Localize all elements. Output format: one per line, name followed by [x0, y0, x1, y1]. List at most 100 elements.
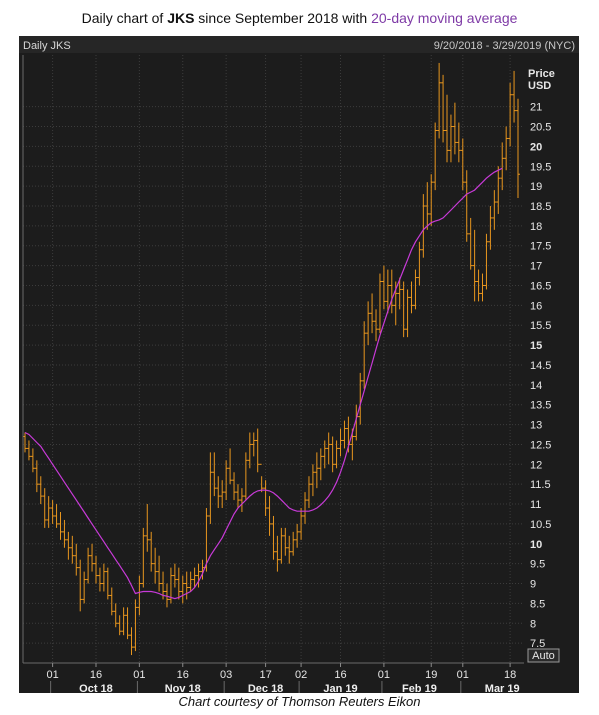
ohlc-bar [283, 527, 288, 556]
y-tick-label: 15.5 [530, 320, 551, 332]
x-month-label: Nov 18 [165, 683, 201, 693]
ohlc-bar [460, 138, 465, 191]
ohlc-bar [476, 269, 481, 302]
ohlc-bar [299, 508, 304, 540]
chart-panel: Daily JKS 9/20/2018 - 3/29/2019 (NYC) Pr… [19, 36, 579, 695]
x-day-label: 01 [378, 669, 390, 681]
ohlc-bar [366, 301, 371, 346]
ohlc-bar [86, 547, 91, 584]
ohlc-bar [429, 174, 434, 226]
ohlc-bar [425, 182, 430, 230]
ohlc-bar [109, 587, 114, 616]
ohlc-bar [105, 567, 110, 600]
x-axis: 01 16 01 16 03 17 02 16 01 19 01 18 Oct 18 Nov 18 Dec … [22, 55, 524, 695]
ohlc-bar [180, 575, 185, 604]
ohlc-bar [322, 440, 327, 469]
ohlc-bar [188, 571, 193, 592]
ohlc-bar [176, 567, 181, 600]
y-tick-label: 21 [530, 102, 542, 114]
y-tick-label: 14.5 [530, 360, 551, 372]
y-tick-label: 11.5 [530, 479, 551, 491]
ohlc-bar [153, 547, 158, 584]
ohlc-bar [464, 170, 469, 242]
ohlc-bar [504, 126, 509, 171]
moving-average-line [24, 167, 503, 600]
caption-ma-text: 20-day moving average [371, 10, 518, 26]
y-tick-label: 15 [530, 340, 542, 352]
ohlc-bar [512, 70, 517, 123]
ohlc-bar [93, 555, 98, 584]
y-tick-label: 12.5 [530, 439, 551, 451]
y-tick-label: 8 [530, 618, 536, 630]
ohlc-bar [405, 289, 410, 338]
caption-prefix: Daily chart of [81, 10, 168, 26]
y-tick-label: 14 [530, 380, 542, 392]
ohlc-bar [74, 543, 79, 576]
x-day-label: 01 [133, 669, 145, 681]
ohlc-bar [377, 273, 382, 334]
ohlc-bar [121, 607, 126, 636]
currency-label: USD [528, 80, 551, 92]
ohlc-bar [97, 567, 102, 592]
caption-middle: since September 2018 with [194, 10, 372, 26]
y-tick-label: 20 [530, 141, 542, 153]
ohlc-bar [220, 480, 225, 509]
x-day-label: 16 [177, 669, 189, 681]
ohlc-bar [133, 599, 138, 652]
ohlc-bar [247, 432, 252, 469]
ohlc-bar [362, 321, 367, 389]
ohlc-bar [157, 555, 162, 592]
ohlc-bar [149, 531, 154, 572]
x-day-label: 18 [504, 669, 516, 681]
caption-ticker: JKS [167, 10, 195, 26]
x-day-label: 16 [90, 669, 102, 681]
x-day-label: 19 [425, 669, 437, 681]
ohlc-bar [117, 615, 122, 636]
y-tick-label: 11 [530, 499, 541, 511]
ohlc-bar [409, 281, 414, 314]
ohlc-bar [208, 452, 213, 524]
x-month-label: Dec 18 [248, 683, 283, 693]
ohlc-bar [374, 309, 379, 342]
ohlc-bar [184, 571, 189, 600]
chart-header-bar [19, 36, 579, 53]
ohlc-bar [82, 571, 87, 604]
ohlc-bar [413, 269, 418, 310]
x-day-label: 03 [220, 669, 232, 681]
x-day-label: 16 [334, 669, 346, 681]
ohlc-bar [54, 504, 59, 528]
ohlc-bar [30, 448, 35, 473]
price-chart: Daily JKS 9/20/2018 - 3/29/2019 (NYC) Pr… [19, 36, 579, 695]
ohlc-bar [125, 607, 130, 640]
ohlc-bar [381, 265, 386, 310]
ohlc-bar [267, 496, 272, 536]
ohlc-bar [488, 206, 493, 250]
ohlc-bar [259, 463, 264, 493]
auto-scale-button[interactable] [527, 648, 560, 663]
y-tick-label: 17.5 [530, 241, 551, 253]
ohlc-bar [129, 627, 134, 656]
ohlc-bar [255, 428, 260, 473]
ohlc-bar [90, 543, 95, 572]
ohlc-bar [271, 515, 276, 560]
ohlc-bar [243, 452, 248, 501]
ohlc-bar [370, 293, 375, 334]
ohlc-bar [26, 440, 31, 461]
chart-title: Daily JKS [23, 40, 71, 52]
ohlc-bar [338, 428, 343, 457]
y-tick-label: 9.5 [530, 559, 545, 571]
ohlc-bar [50, 500, 55, 524]
ohlc-bar [441, 74, 446, 143]
ohlc-bar [291, 531, 296, 556]
ohlc-bar [358, 372, 363, 425]
y-tick-label: 16.5 [530, 280, 551, 292]
ohlc-bar [42, 488, 47, 528]
auto-scale-label: Auto [532, 650, 555, 662]
ohlc-bar [137, 575, 142, 616]
ohlc-bar [232, 472, 237, 501]
ohlc-bar [192, 567, 197, 588]
ohlc-bar [452, 102, 457, 155]
ohlc-bar [303, 492, 308, 524]
y-axis: 7.5 8 8.5 9 9.5 10 10.5 11 11.5 12 12.5 13 13.5 14 14.… [530, 102, 551, 650]
ohlc-bar [437, 62, 442, 139]
